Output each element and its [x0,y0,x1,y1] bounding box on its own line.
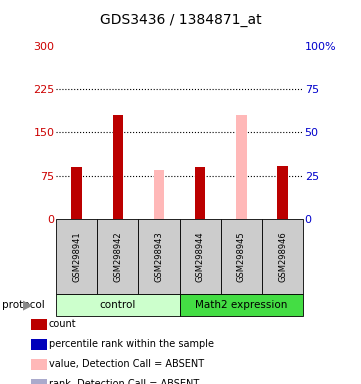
Bar [278,166,288,219]
Text: GSM298942: GSM298942 [113,231,122,281]
Text: percentile rank within the sample: percentile rank within the sample [49,339,214,349]
Bar [71,167,82,219]
Text: GDS3436 / 1384871_at: GDS3436 / 1384871_at [100,13,261,27]
Text: count: count [49,319,77,329]
Bar [195,167,205,219]
Bar [113,115,123,219]
Text: Math2 expression: Math2 expression [195,300,288,310]
Text: control: control [100,300,136,310]
Text: rank, Detection Call = ABSENT: rank, Detection Call = ABSENT [49,379,199,384]
Text: GSM298945: GSM298945 [237,231,246,281]
Text: GSM298946: GSM298946 [278,231,287,282]
Text: GSM298941: GSM298941 [72,231,81,281]
Text: protocol: protocol [2,300,44,310]
Text: GSM298944: GSM298944 [196,231,205,281]
Bar [236,115,247,219]
Text: value, Detection Call = ABSENT: value, Detection Call = ABSENT [49,359,204,369]
Text: GSM298943: GSM298943 [155,231,164,282]
Bar [154,170,164,219]
Text: ▶: ▶ [23,298,33,311]
